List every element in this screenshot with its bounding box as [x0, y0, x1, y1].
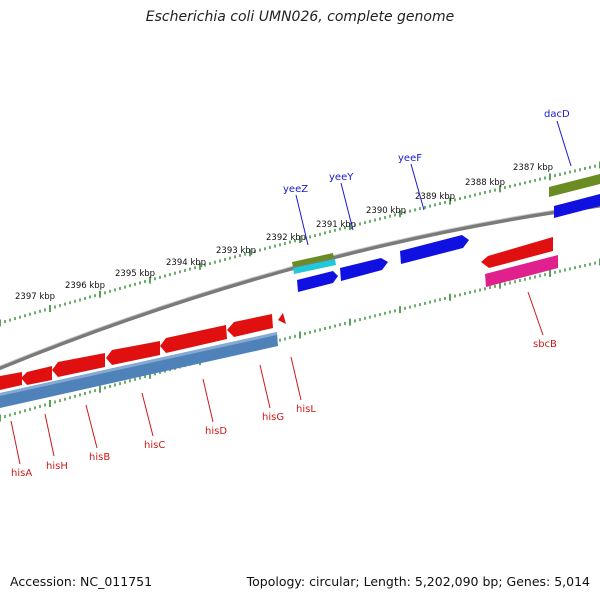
gene-label-hisD: hisD: [205, 426, 227, 437]
leader-hisB: [85, 404, 98, 449]
gene-label-yeeF: yeeF: [398, 153, 422, 164]
gene-label-hisA: hisA: [11, 468, 32, 479]
gene-hisB-arrow: [52, 353, 105, 377]
tick-label: 2390 kbp: [366, 206, 406, 216]
tick-labels: 2387 kbp 2388 kbp 2389 kbp 2390 kbp 2391…: [15, 163, 553, 302]
gene-label-hisG: hisG: [262, 412, 284, 423]
topology-summary: Topology: circular; Length: 5,202,090 bp…: [246, 574, 590, 589]
label-leaders: [10, 120, 572, 465]
forward-features: [292, 174, 600, 292]
gene-yeeZ-cds-arrow: [297, 271, 338, 292]
gene-label-dacD: dacD: [544, 109, 570, 120]
gene-labels: dacD yeeF yeeY yeeZ sbcB hisL hisG hisD …: [11, 109, 570, 479]
gene-label-hisL: hisL: [296, 404, 316, 415]
gene-label-hisB: hisB: [89, 452, 110, 463]
tick-label: 2389 kbp: [415, 192, 455, 202]
gene-hisD-arrow: [160, 325, 227, 353]
tick-label: 2391 kbp: [316, 220, 356, 230]
gene-label-yeeY: yeeY: [329, 172, 354, 183]
gene-hisC-arrow: [106, 341, 160, 365]
tick-label: 2388 kbp: [465, 178, 505, 188]
reverse-features: [0, 237, 558, 408]
gene-track-bar: [0, 332, 278, 408]
gene-label-hisC: hisC: [144, 440, 165, 451]
leader-hisC: [141, 392, 154, 437]
leader-sbcB: [527, 291, 544, 336]
tick-label: 2395 kbp: [115, 269, 155, 279]
accession-text: Accession: NC_011751: [10, 574, 153, 589]
gene-sbcB-arrow: [481, 237, 553, 268]
gene-hisA-arrow: [0, 372, 22, 390]
leader-yeeF: [410, 163, 425, 211]
tick-label: 2392 kbp: [266, 233, 306, 243]
leader-hisH: [44, 413, 55, 457]
gene-label-sbcB: sbcB: [533, 339, 557, 350]
leader-hisL: [290, 356, 302, 401]
gene-sbcB-magenta: [485, 255, 558, 287]
gene-dacD-arrow: [549, 174, 600, 197]
tick-label: 2396 kbp: [65, 281, 105, 291]
upper-tick-ruler: [0, 161, 600, 327]
tick-label: 2393 kbp: [216, 246, 256, 256]
tick-label: 2387 kbp: [513, 163, 553, 173]
gene-label-hisH: hisH: [46, 461, 68, 472]
leader-hisG: [259, 364, 271, 409]
gene-dacD-cds-arrow: [554, 194, 600, 218]
leader-dacD: [556, 120, 572, 167]
gene-yeeZ-cyan: [293, 259, 336, 274]
gene-hisL-arrow: [278, 313, 286, 324]
lower-tick-ruler: [0, 258, 600, 422]
tick-label: 2394 kbp: [166, 258, 206, 268]
gene-yeeF-arrow: [400, 235, 469, 264]
gene-yeeY-arrow: [340, 258, 388, 281]
leader-hisD: [202, 378, 214, 423]
tick-label: 2397 kbp: [15, 292, 55, 302]
leader-yeeY: [340, 182, 354, 231]
gene-label-yeeZ: yeeZ: [283, 184, 308, 195]
gene-yeeZ-olive: [292, 253, 334, 267]
gene-hisG-arrow: [227, 314, 273, 337]
backbone-line: [0, 203, 600, 371]
gene-track-bar-highlight: [0, 332, 277, 396]
leader-hisA: [10, 420, 21, 465]
map-title: Escherichia coli UMN026, complete genome: [145, 9, 455, 25]
gene-hisH-arrow: [21, 366, 52, 385]
leader-yeeZ: [295, 194, 309, 246]
